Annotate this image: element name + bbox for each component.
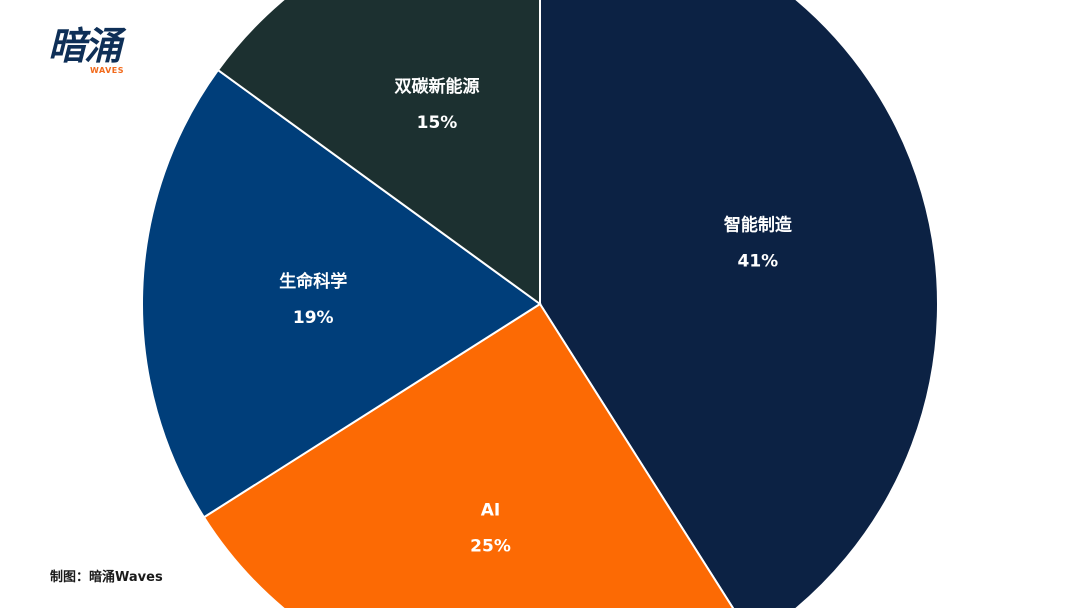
slice-category-label: AI xyxy=(481,500,500,520)
logo-subtext: WAVES xyxy=(90,66,124,75)
logo-text: 暗涌 xyxy=(48,26,120,66)
slice-category-label: 生命科学 xyxy=(279,271,347,292)
slice-percent-label: 15% xyxy=(417,113,458,133)
slice-category-label: 智能制造 xyxy=(724,215,793,236)
chart-credit: 制图：暗涌Waves xyxy=(50,566,163,585)
slice-percent-label: 25% xyxy=(470,536,511,556)
slice-percent-label: 41% xyxy=(738,252,779,272)
slice-category-label: 双碳新能源 xyxy=(395,76,480,97)
brand-logo: 暗涌 WAVES xyxy=(48,26,120,66)
pie-slices xyxy=(142,0,938,608)
slice-percent-label: 19% xyxy=(293,308,334,328)
